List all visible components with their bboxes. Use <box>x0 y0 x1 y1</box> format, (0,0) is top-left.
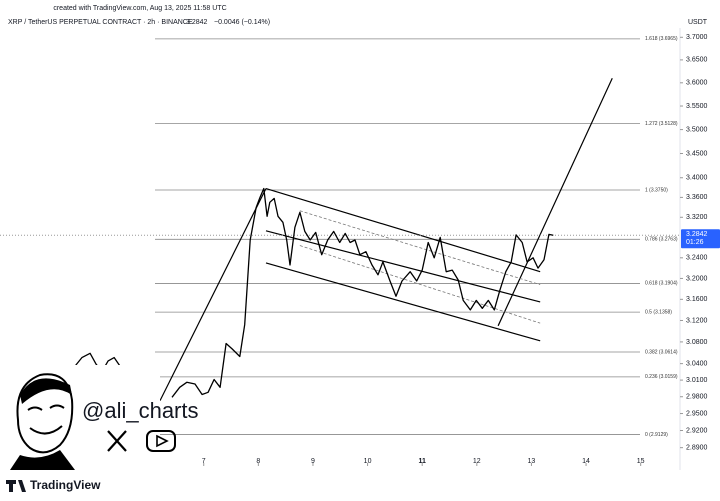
x-tick-label: 8 <box>256 458 260 465</box>
y-tick-label: 3.0800 <box>686 339 708 346</box>
plot: 3.7000 3.6500 3.6000 3.5500 3.5000 3.4500 3.40… <box>0 34 708 466</box>
y-tick-label: 2.9800 <box>686 394 708 401</box>
fib-label: 1 (3.3750) <box>645 187 668 193</box>
x-tick-label: 10 <box>364 458 372 465</box>
channel-line <box>299 210 541 286</box>
x-tick-label: 15 <box>637 458 645 465</box>
y-tick-label: 3.7000 <box>686 34 708 41</box>
channel-line <box>497 77 613 327</box>
y-tick-label: 3.4000 <box>686 175 708 182</box>
y-tick-label: 3.0400 <box>686 360 708 367</box>
x-tick-label: 9 <box>311 458 315 465</box>
y-tick-label: 3.4500 <box>686 150 708 157</box>
y-tick-label: 2.9200 <box>686 427 708 434</box>
y-tick-label: 3.5000 <box>686 126 708 133</box>
y-tick-label: 3.5500 <box>686 103 708 110</box>
fib-label: 0.236 (3.0159) <box>645 374 678 380</box>
y-tick-label: 3.2000 <box>686 275 708 282</box>
y-tick-label: 2.9500 <box>686 410 708 417</box>
fib-label: 0.786 (3.2763) <box>645 237 678 243</box>
countdown: 01:26 <box>686 239 704 246</box>
brand-name: TradingView <box>30 478 101 492</box>
x-tick-label: 12 <box>473 458 481 465</box>
currency: USDT <box>688 19 708 26</box>
handle: @ali_charts <box>82 398 199 423</box>
y-tick-label: 3.3600 <box>686 194 708 201</box>
last-price-box <box>681 229 720 249</box>
fib-label: 1.272 (3.5128) <box>645 121 678 127</box>
symbol-title: XRP / TetherUS PERPETUAL CONTRACT · 2h ·… <box>8 19 193 26</box>
y-tick-label: 3.0100 <box>686 377 708 384</box>
channel-line <box>299 245 541 324</box>
y-tick-label: 3.2400 <box>686 255 708 262</box>
fib-label: 0 (2.9129) <box>645 432 668 438</box>
fib-label: 1.618 (3.6965) <box>645 36 678 42</box>
last-price-label: 3.2842 <box>686 231 708 238</box>
channel-line <box>265 187 541 273</box>
y-tick-label: 3.1200 <box>686 317 708 324</box>
channel-line <box>159 188 267 401</box>
fib-label: 0.382 (3.0614) <box>645 349 678 355</box>
y-tick-label: 3.6000 <box>686 80 708 87</box>
brand-logo <box>6 480 26 492</box>
x-tick-label: 7 <box>202 458 206 465</box>
y-tick-label: 3.3200 <box>686 214 708 221</box>
x-tick-label: 14 <box>582 458 590 465</box>
y-tick-label: 2.8900 <box>686 445 708 452</box>
channel-line <box>265 262 541 342</box>
channel-line <box>265 230 541 303</box>
created-note: created with TradingView.com, Aug 13, 20… <box>53 5 226 12</box>
youtube-icon <box>146 430 176 452</box>
y-tick-label: 3.1600 <box>686 296 708 303</box>
fib-label: 0.618 (3.1904) <box>645 281 678 287</box>
price-change: −0.0046 (−0.14%) <box>214 19 270 26</box>
last-price: 3.2842 <box>186 19 208 26</box>
y-tick-label: 3.6500 <box>686 57 708 64</box>
x-tick-label: 11 <box>418 458 426 465</box>
avatar <box>0 365 160 470</box>
x-icon <box>107 430 127 452</box>
fib-label: 0.5 (3.1358) <box>645 309 672 315</box>
x-tick-label: 13 <box>528 458 536 465</box>
price-line <box>171 187 554 398</box>
